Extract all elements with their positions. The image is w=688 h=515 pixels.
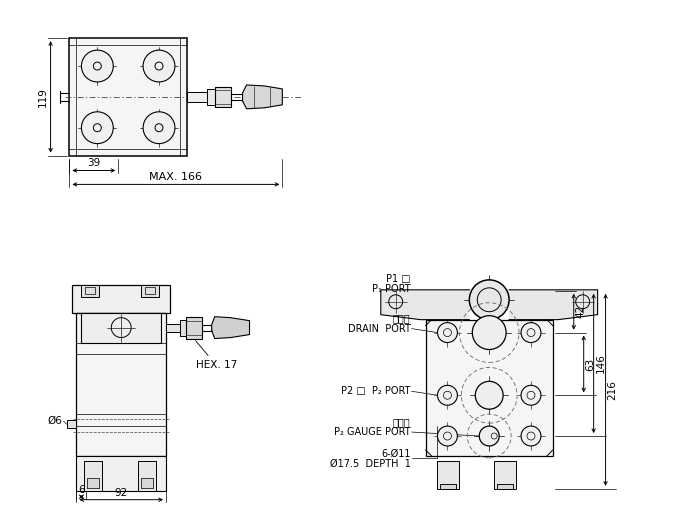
- Polygon shape: [243, 85, 282, 109]
- Bar: [207, 89, 215, 105]
- Bar: [187, 92, 207, 102]
- Text: 39: 39: [87, 159, 100, 168]
- Bar: [69, 38, 187, 156]
- Circle shape: [438, 426, 458, 446]
- Bar: [497, 484, 513, 489]
- Circle shape: [521, 426, 541, 446]
- Circle shape: [521, 322, 541, 342]
- Bar: [72, 285, 170, 313]
- Circle shape: [438, 385, 458, 405]
- Bar: [141, 478, 153, 488]
- Polygon shape: [380, 290, 469, 320]
- Bar: [87, 478, 99, 488]
- Bar: [141, 478, 153, 488]
- Bar: [87, 478, 99, 488]
- Text: 63: 63: [585, 357, 596, 371]
- Text: 42: 42: [576, 305, 585, 318]
- Text: HEX. 17: HEX. 17: [195, 341, 237, 370]
- Bar: [81, 313, 161, 342]
- Text: 測壓口: 測壓口: [393, 417, 411, 427]
- Polygon shape: [509, 290, 598, 320]
- Bar: [138, 461, 156, 491]
- Bar: [440, 484, 456, 489]
- Bar: [145, 287, 155, 294]
- Bar: [85, 461, 103, 491]
- Text: Ø6: Ø6: [47, 416, 63, 426]
- Text: 146: 146: [596, 353, 605, 373]
- Bar: [76, 313, 166, 456]
- Bar: [81, 285, 99, 297]
- Circle shape: [475, 381, 503, 409]
- Text: 92: 92: [115, 488, 128, 497]
- Bar: [67, 420, 76, 428]
- Circle shape: [480, 426, 499, 446]
- Circle shape: [469, 280, 509, 320]
- Bar: [166, 323, 180, 332]
- Bar: [494, 461, 516, 489]
- Bar: [186, 317, 202, 338]
- Text: 6-Ø11: 6-Ø11: [381, 449, 411, 459]
- Bar: [215, 87, 230, 107]
- Bar: [426, 320, 553, 456]
- Bar: [141, 285, 159, 297]
- Circle shape: [143, 112, 175, 144]
- Text: MAX. 166: MAX. 166: [149, 173, 202, 182]
- Text: P₁ PORT: P₁ PORT: [372, 284, 411, 294]
- Polygon shape: [212, 317, 250, 338]
- Text: DRAIN  PORT: DRAIN PORT: [347, 323, 411, 334]
- Circle shape: [521, 385, 541, 405]
- Circle shape: [81, 112, 114, 144]
- Text: 6: 6: [78, 485, 85, 495]
- Text: 216: 216: [608, 380, 618, 400]
- Circle shape: [472, 316, 506, 350]
- Bar: [76, 456, 166, 491]
- Circle shape: [438, 322, 458, 342]
- Bar: [180, 320, 186, 336]
- Circle shape: [81, 50, 114, 82]
- Text: P1 □: P1 □: [386, 274, 411, 284]
- Text: Ø17.5  DEPTH  1: Ø17.5 DEPTH 1: [330, 459, 411, 469]
- Circle shape: [143, 50, 175, 82]
- Text: 渫流口: 渫流口: [393, 314, 411, 323]
- Text: P2 □  P₂ PORT: P2 □ P₂ PORT: [341, 386, 411, 396]
- Bar: [497, 484, 513, 489]
- Bar: [440, 484, 456, 489]
- Bar: [438, 461, 460, 489]
- Text: P₂ GAUGE PORT: P₂ GAUGE PORT: [334, 427, 411, 437]
- Bar: [85, 287, 96, 294]
- Text: 119: 119: [38, 87, 47, 107]
